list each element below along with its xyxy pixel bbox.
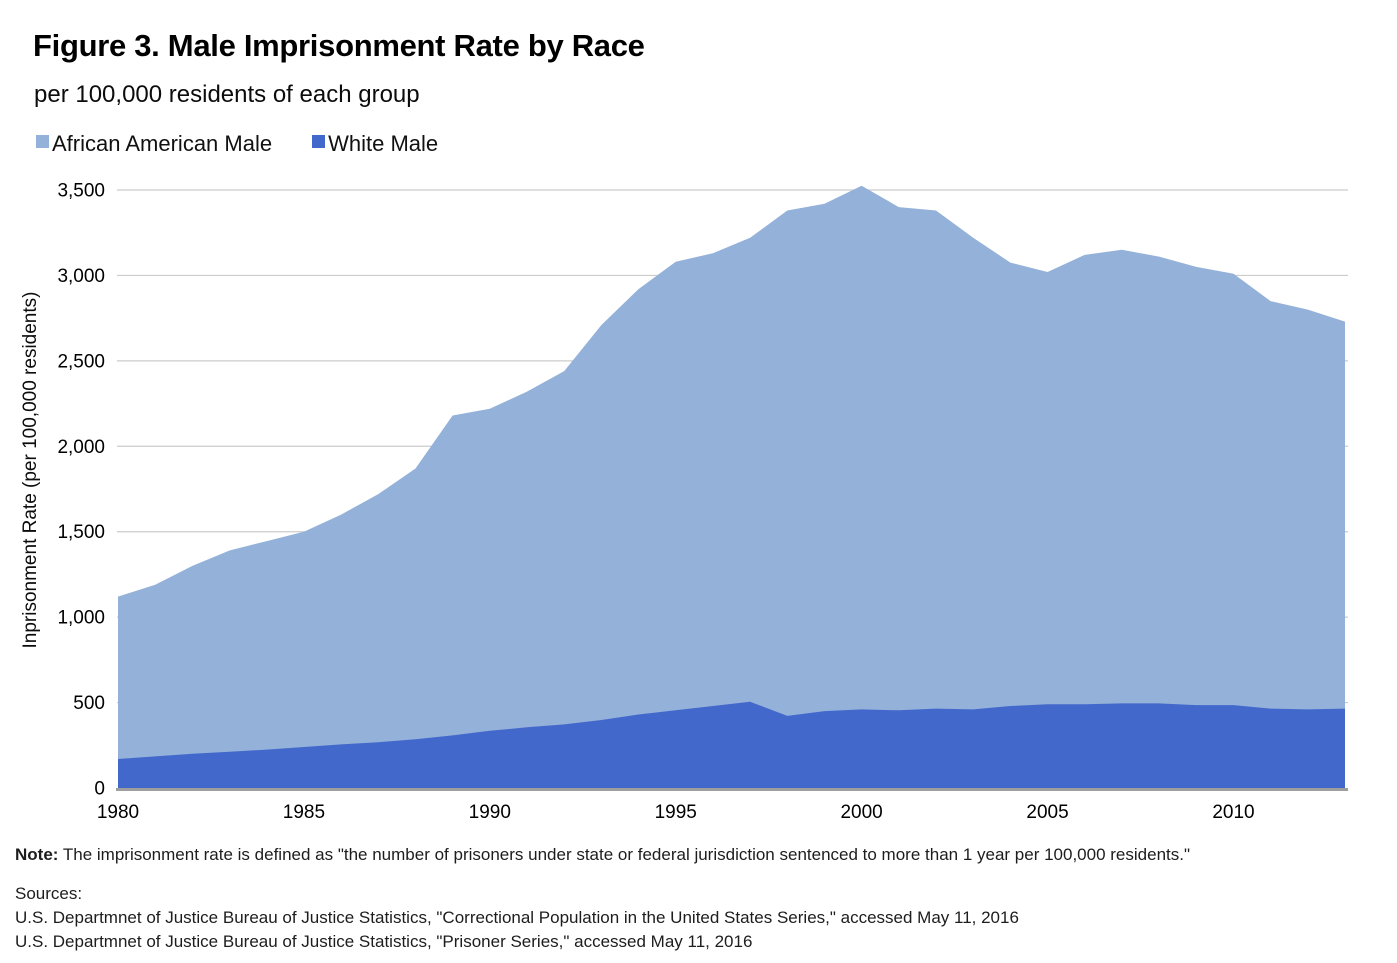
legend: African American Male White Male [36, 131, 438, 157]
x-tick-label-1985: 1985 [283, 802, 325, 823]
y-tick-label-3,500: 3,500 [57, 181, 105, 202]
y-tick-label-500: 500 [73, 693, 105, 714]
legend-item-1: White Male [312, 131, 438, 157]
sources-label: Sources: [15, 884, 83, 903]
y-tick-label-0: 0 [94, 779, 105, 800]
x-tick-label-1990: 1990 [469, 802, 511, 823]
y-tick-label-1,000: 1,000 [57, 608, 105, 629]
chart-note: Note: The imprisonment rate is defined a… [15, 845, 1190, 865]
area-series-african-american-male [118, 185, 1345, 788]
source-line: U.S. Departmnet of Justice Bureau of Jus… [15, 932, 753, 951]
legend-label: White Male [328, 131, 439, 156]
y-tick-label-2,000: 2,000 [57, 437, 105, 458]
y-tick-label-2,500: 2,500 [57, 351, 105, 372]
legend-swatch-icon [312, 135, 326, 148]
legend-item-0: African American Male [36, 131, 272, 157]
x-tick-label-2010: 2010 [1212, 802, 1254, 823]
figure-title: Figure 3. Male Imprisonment Rate by Race [33, 28, 645, 63]
x-tick-label-1995: 1995 [655, 802, 697, 823]
y-tick-label-1,500: 1,500 [57, 522, 105, 543]
sources-block: Sources: U.S. Departmnet of Justice Bure… [15, 882, 1019, 954]
x-tick-label-2000: 2000 [840, 802, 882, 823]
note-text: The imprisonment rate is defined as "the… [58, 845, 1190, 864]
legend-label: African American Male [52, 131, 273, 156]
x-tick-label-1980: 1980 [97, 802, 139, 823]
y-tick-label-3,000: 3,000 [57, 266, 105, 287]
area-series-white-male [118, 701, 1345, 788]
figure-subtitle: per 100,000 residents of each group [34, 81, 420, 108]
source-lines: U.S. Departmnet of Justice Bureau of Jus… [15, 906, 1019, 954]
x-tick-label-2005: 2005 [1026, 802, 1068, 823]
note-label: Note: [15, 845, 59, 864]
source-line: U.S. Departmnet of Justice Bureau of Jus… [15, 908, 1019, 927]
legend-swatch-icon [36, 135, 49, 148]
